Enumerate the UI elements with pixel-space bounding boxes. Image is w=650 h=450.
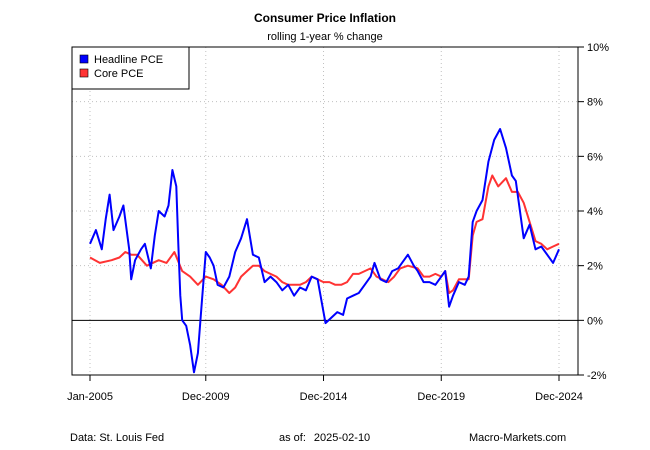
- inflation-chart: Consumer Price Inflation rolling 1-year …: [67, 11, 609, 403]
- x-tick-label: Dec-2014: [300, 391, 348, 403]
- chart-subtitle: rolling 1-year % change: [267, 31, 383, 43]
- site-credit: Macro-Markets.com: [469, 432, 567, 444]
- as-of-note: as of: 2025-02-10: [279, 432, 370, 444]
- legend-entry: Headline PCE: [94, 54, 163, 66]
- source-note: Data: St. Louis Fed: [70, 432, 165, 444]
- x-tick-label: Dec-2024: [535, 391, 583, 403]
- legend-swatch: [79, 68, 89, 78]
- y-tick-label: -2%: [587, 370, 607, 382]
- y-tick-label: 4%: [587, 206, 603, 218]
- legend-swatch: [79, 54, 89, 64]
- as-of-label: as of:: [279, 432, 306, 444]
- y-tick-label: 2%: [587, 261, 603, 273]
- axes: -2% 0% 2% 4% 6% 8% 10% Jan-2005 Dec-2009 Dec-2014…: [67, 42, 609, 403]
- y-tick-label: 8%: [587, 97, 603, 109]
- y-tick-label: 10%: [587, 42, 609, 54]
- y-tick-label: 0%: [587, 315, 603, 327]
- legend: Headline PCE Core PCE: [71, 46, 190, 90]
- series-line-headline-pce: [89, 128, 560, 374]
- series-line-core-pce: [89, 174, 560, 294]
- x-tick-label: Dec-2019: [417, 391, 465, 403]
- series-layer: [89, 128, 560, 374]
- x-tick-label: Jan-2005: [67, 391, 113, 403]
- as-of-date: 2025-02-10: [313, 432, 371, 444]
- x-tick-label: Dec-2009: [182, 391, 230, 403]
- grid-lines: [72, 46, 578, 376]
- legend-entry: Core PCE: [94, 68, 144, 80]
- y-tick-label: 6%: [587, 151, 603, 163]
- chart-title: Consumer Price Inflation: [254, 11, 396, 25]
- legend-box: [71, 46, 190, 90]
